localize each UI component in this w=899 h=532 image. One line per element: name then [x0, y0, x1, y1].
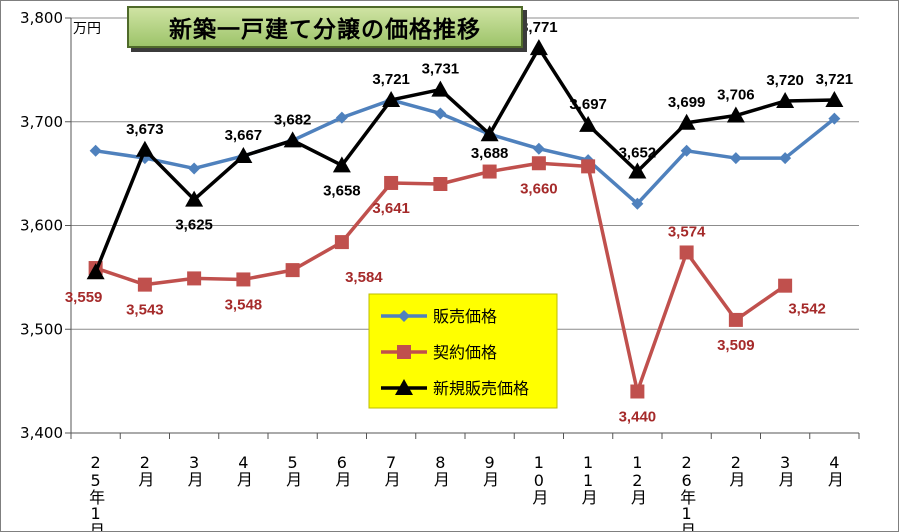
data-label: 3,731 — [422, 61, 460, 78]
data-point — [631, 197, 644, 210]
data-label: 3,652 — [619, 145, 657, 162]
data-point — [335, 111, 348, 124]
chart-title: 新築一戸建て分譲の価格推移 — [169, 17, 481, 43]
data-point — [382, 90, 401, 107]
data-label: 3,543 — [126, 302, 164, 319]
data-label: 3,673 — [126, 121, 164, 138]
x-tick-label: 25年1月 — [86, 453, 105, 531]
data-label: 3,509 — [717, 337, 755, 354]
data-point — [384, 175, 399, 190]
data-label: 3,658 — [323, 182, 361, 199]
data-point — [677, 113, 696, 130]
data-point — [188, 162, 201, 175]
y-tick-label: 3,400 — [20, 424, 63, 442]
data-point — [433, 177, 448, 191]
data-point — [89, 144, 102, 157]
data-label: 3,660 — [520, 180, 558, 197]
legend-marker — [397, 345, 411, 359]
data-point — [679, 245, 694, 260]
data-label: 3,667 — [225, 127, 263, 144]
x-tick-label: 5月 — [283, 453, 302, 488]
legend-label: 新規販売価格 — [433, 379, 529, 398]
data-point — [332, 156, 351, 173]
x-tick-label: 8月 — [431, 453, 450, 488]
y-tick-label: 3,700 — [20, 113, 63, 131]
y-tick-label: 3,600 — [20, 217, 63, 235]
data-point — [234, 146, 253, 163]
series-line — [94, 46, 835, 273]
data-label: 3,697 — [569, 96, 607, 113]
data-label: 3,584 — [345, 269, 383, 286]
data-label: 3,625 — [175, 217, 213, 234]
legend-label: 契約価格 — [433, 343, 497, 362]
x-tick-label: 2月 — [135, 453, 154, 488]
data-point — [185, 190, 204, 207]
data-point — [187, 271, 202, 286]
data-point — [726, 106, 745, 123]
data-point — [285, 263, 300, 278]
data-point — [135, 140, 154, 157]
data-point — [480, 125, 499, 142]
data-point — [728, 312, 743, 327]
data-point — [86, 263, 105, 280]
data-point — [283, 131, 302, 148]
y-unit-label: 万円 — [73, 21, 101, 37]
x-tick-label: 7月 — [382, 453, 401, 488]
data-point — [532, 142, 545, 155]
x-tick-label: 4月 — [825, 453, 844, 488]
data-label: 3,440 — [619, 409, 657, 426]
chart-title-box: 新築一戸建て分譲の価格推移 — [127, 6, 523, 48]
data-point — [236, 272, 251, 287]
data-point — [531, 156, 546, 171]
data-point — [776, 92, 795, 108]
data-point — [778, 278, 793, 293]
data-label: 3,548 — [225, 296, 263, 313]
legend-label: 販売価格 — [433, 307, 497, 326]
x-tick-label: 4月 — [234, 453, 253, 488]
data-label: 3,682 — [274, 111, 312, 128]
x-tick-label: 12月 — [628, 453, 647, 506]
data-point — [630, 384, 645, 399]
data-point — [137, 277, 152, 292]
data-point — [529, 39, 548, 56]
data-point — [581, 159, 596, 174]
data-label: 3,771 — [520, 19, 558, 36]
data-label: 3,721 — [372, 71, 410, 88]
data-point — [729, 152, 742, 165]
series-line — [95, 98, 836, 206]
x-tick-label: 11月 — [579, 453, 598, 506]
data-label: 3,542 — [788, 301, 826, 318]
x-tick-label: 6月 — [332, 453, 351, 488]
data-point — [779, 152, 792, 165]
x-tick-label: 3月 — [776, 453, 795, 488]
data-point — [334, 235, 349, 250]
x-tick-label: 9月 — [480, 453, 499, 488]
data-point — [680, 144, 693, 157]
data-point — [431, 80, 450, 97]
data-label: 3,559 — [65, 289, 103, 306]
data-point — [579, 115, 598, 132]
data-label: 3,688 — [471, 145, 509, 162]
x-tick-label: 10月 — [529, 453, 548, 506]
data-point — [825, 90, 844, 107]
data-label: 3,720 — [766, 72, 804, 89]
x-tick-label: 3月 — [185, 453, 204, 488]
data-point — [434, 107, 447, 120]
data-label: 3,721 — [816, 71, 854, 88]
x-tick-label: 2月 — [726, 453, 745, 488]
data-label: 3,699 — [668, 94, 706, 111]
data-label: 3,574 — [668, 223, 706, 240]
y-tick-label: 3,500 — [20, 320, 63, 338]
data-point — [482, 164, 497, 179]
legend-marker — [398, 310, 410, 322]
data-point — [628, 162, 647, 179]
legend-marker — [395, 379, 413, 395]
data-label: 3,641 — [372, 200, 410, 217]
data-point — [828, 112, 841, 125]
y-tick-label: 3,800 — [20, 9, 63, 27]
data-label: 3,706 — [717, 87, 755, 104]
x-tick-label: 26年1月 — [677, 453, 696, 531]
